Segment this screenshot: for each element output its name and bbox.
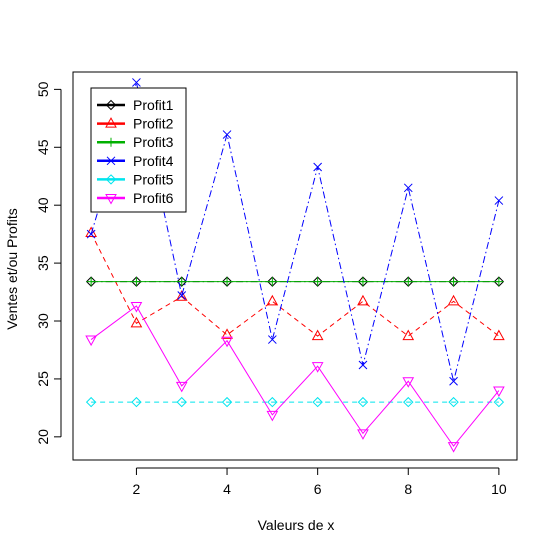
y-tick-label: 35 xyxy=(35,255,51,271)
data-point xyxy=(267,335,277,344)
legend-label: Profit3 xyxy=(133,134,174,150)
legend-item-profit5: Profit5 xyxy=(97,171,174,187)
data-point xyxy=(130,301,143,313)
data-point xyxy=(177,277,187,287)
x-tick-label: 6 xyxy=(314,481,322,497)
legend-item-profit4: Profit4 xyxy=(97,153,174,169)
legend-label: Profit2 xyxy=(133,116,174,132)
data-point xyxy=(86,277,96,287)
data-point xyxy=(493,386,505,398)
data-point xyxy=(266,294,279,306)
data-point xyxy=(312,396,323,408)
y-tick-label: 40 xyxy=(35,197,51,213)
y-tick-label: 50 xyxy=(35,81,51,97)
plot-frame xyxy=(72,71,518,461)
data-point xyxy=(357,396,369,408)
series-group xyxy=(85,78,505,453)
data-point xyxy=(175,290,188,301)
legend-marker xyxy=(105,117,117,128)
data-point xyxy=(267,396,278,408)
data-point xyxy=(132,78,141,87)
data-point xyxy=(130,316,143,328)
data-point xyxy=(222,277,232,287)
legend: Profit1 Profit2 Profit3 Profit4 Profit5 Profi… xyxy=(90,87,187,213)
data-point xyxy=(449,376,458,386)
data-point xyxy=(403,396,414,408)
y-tick-label: 30 xyxy=(35,313,51,329)
series-profit6 xyxy=(85,301,505,453)
data-point xyxy=(266,410,279,422)
y-tick-label: 25 xyxy=(35,371,51,387)
y-tick-label: 20 xyxy=(35,429,51,445)
data-point xyxy=(447,442,460,453)
data-point xyxy=(311,362,324,373)
legend-item-profit2: Profit2 xyxy=(97,116,174,132)
data-point xyxy=(402,329,415,341)
legend-label: Profit6 xyxy=(133,190,174,206)
x-tick-label: 2 xyxy=(133,481,141,497)
legend-item-profit3: Profit3 xyxy=(97,134,174,150)
data-point xyxy=(176,396,187,408)
data-point xyxy=(493,396,505,408)
legend-marker xyxy=(106,137,116,147)
legend-label: Profit4 xyxy=(133,153,174,169)
data-point xyxy=(85,396,97,408)
legend-marker xyxy=(105,99,117,111)
data-point xyxy=(357,429,369,440)
data-point xyxy=(222,130,232,139)
data-point xyxy=(85,226,97,237)
data-point xyxy=(403,277,413,287)
data-point xyxy=(448,396,459,408)
data-point xyxy=(358,360,368,370)
series-profit2 xyxy=(85,226,505,341)
legend-item-profit6: Profit6 xyxy=(97,190,174,206)
data-point xyxy=(402,377,415,388)
plot-area xyxy=(72,71,518,461)
data-point xyxy=(493,329,505,341)
legend-label: Profit5 xyxy=(133,171,174,187)
data-point xyxy=(311,329,324,341)
data-point xyxy=(449,277,459,287)
series-line-profit6 xyxy=(90,305,500,447)
legend-marker xyxy=(105,174,117,185)
legend-label: Profit1 xyxy=(133,97,174,113)
data-point xyxy=(221,328,233,339)
data-point xyxy=(86,229,96,239)
data-point xyxy=(267,277,277,287)
data-point xyxy=(494,277,504,287)
data-point xyxy=(447,294,460,306)
data-point xyxy=(131,396,142,408)
data-point xyxy=(221,336,233,348)
legend-item-profit1: Profit1 xyxy=(97,97,174,113)
x-axis-label: Valeurs de x xyxy=(258,517,335,533)
legend-box xyxy=(90,87,187,213)
data-point xyxy=(313,277,323,287)
data-point xyxy=(177,291,187,300)
data-point xyxy=(85,335,97,347)
data-point xyxy=(221,396,233,408)
legend-marker xyxy=(106,156,116,166)
data-point xyxy=(175,381,188,393)
data-point xyxy=(357,294,369,306)
x-tick-label: 4 xyxy=(223,481,231,497)
data-point xyxy=(494,196,504,205)
data-point xyxy=(358,277,368,287)
data-point xyxy=(131,277,141,287)
legend-marker xyxy=(105,194,117,205)
axes: 2 4 6 8 10 20 25 30 35 40 45 50 xyxy=(35,81,507,497)
series-profit5 xyxy=(85,396,505,408)
series-line-profit2 xyxy=(90,232,500,337)
y-tick-label: 45 xyxy=(35,139,51,155)
x-tick-label: 8 xyxy=(404,481,412,497)
x-tick-label: 10 xyxy=(491,481,507,497)
data-point xyxy=(313,162,323,172)
series-profit3 xyxy=(86,277,504,287)
data-point xyxy=(403,183,413,193)
y-axis-label: Ventes et/ou Profits xyxy=(4,208,20,329)
